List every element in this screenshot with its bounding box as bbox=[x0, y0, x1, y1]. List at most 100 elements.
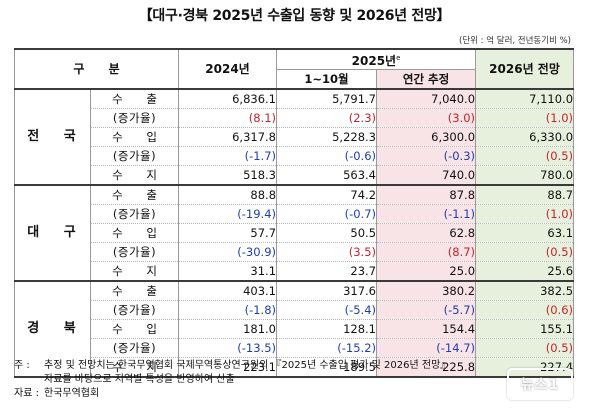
header-2024: 2024년 bbox=[178, 48, 278, 89]
row-label: 수 출 bbox=[89, 184, 180, 205]
cell-2024: (-1.7) bbox=[178, 146, 278, 166]
cell-2024: (-30.9) bbox=[178, 242, 278, 262]
unit-note: (단위 : 억 달러, 전년동기비 %) bbox=[459, 36, 571, 46]
table-row: (증가율) (-1.8) (-5.4) (-5.7) (0.6) bbox=[15, 300, 575, 320]
cell-2024: 6,317.8 bbox=[178, 127, 278, 147]
cell-2024: (-19.4) bbox=[178, 204, 278, 224]
cell-2025-annual-est: 740.0 bbox=[376, 165, 477, 185]
table-row: 수 지 223.1 189.5 225.8 227.4 bbox=[15, 357, 575, 378]
row-label: (증가율) bbox=[89, 204, 180, 224]
row-label: 수 입 bbox=[89, 223, 180, 243]
cell-2026-forecast: 382.5 bbox=[475, 280, 575, 301]
cell-2025-jan-oct: 74.2 bbox=[276, 184, 378, 205]
row-label: 수 지 bbox=[89, 357, 180, 378]
cell-2026-forecast: 88.7 bbox=[475, 184, 575, 205]
cell-2025-jan-oct: 50.5 bbox=[276, 223, 378, 243]
cell-2025-annual-est: (-0.3) bbox=[376, 146, 477, 166]
region-label: 전 국 bbox=[14, 88, 91, 185]
table-row: (증가율) (-30.9) (3.5) (8.7) (0.5) bbox=[15, 242, 575, 262]
cell-2025-annual-est: 87.8 bbox=[376, 184, 477, 205]
cell-2025-annual-est: 380.2 bbox=[376, 280, 477, 301]
cell-2024: 57.7 bbox=[178, 223, 278, 243]
cell-2026-forecast: (0.5) bbox=[475, 338, 575, 358]
header-category: 구 분 bbox=[13, 48, 180, 89]
cell-2025-annual-est: 7,040.0 bbox=[376, 88, 477, 109]
row-label: 수 출 bbox=[89, 280, 180, 301]
cell-2025-jan-oct: 5,791.7 bbox=[276, 88, 378, 109]
news1-logo-icon: 뉴스1 bbox=[507, 368, 573, 400]
row-label: (증가율) bbox=[89, 338, 180, 358]
footnote-note: 주 : 추정 및 전망치는 한국무역협회 국제무역통상연구원의 『2025년 수… bbox=[14, 359, 584, 373]
cell-2025-annual-est: 62.8 bbox=[376, 223, 477, 243]
row-label: 수 출 bbox=[89, 88, 180, 109]
region-label: 경 북 bbox=[14, 280, 91, 378]
cell-2025-annual-est: (8.7) bbox=[376, 242, 477, 262]
cell-2026-forecast: (1.0) bbox=[475, 204, 575, 224]
cell-2025-jan-oct: 563.4 bbox=[276, 165, 378, 185]
cell-2024: (8.1) bbox=[178, 108, 278, 128]
cell-2026-forecast: 63.1 bbox=[475, 223, 575, 243]
table-row: 수 지 31.1 23.7 25.0 25.6 bbox=[15, 261, 575, 281]
footnotes: 주 : 추정 및 전망치는 한국무역협회 국제무역통상연구원의 『2025년 수… bbox=[14, 359, 584, 401]
footnote-source-key: 자료 : bbox=[14, 388, 39, 399]
cell-2024: 518.3 bbox=[178, 165, 278, 185]
table-row: (증가율) (-13.5) (-15.2) (-14.7) (0.5) bbox=[15, 338, 575, 358]
cell-2026-forecast: 780.0 bbox=[475, 165, 575, 185]
row-label: 수 입 bbox=[89, 127, 180, 147]
cell-2025-jan-oct: 189.5 bbox=[276, 357, 378, 378]
cell-2025-jan-oct: (3.5) bbox=[276, 242, 378, 262]
row-label: 수 지 bbox=[89, 165, 180, 185]
cell-2026-forecast: (0.5) bbox=[475, 242, 575, 262]
table-row: 수 입 57.7 50.5 62.8 63.1 bbox=[15, 223, 575, 243]
cell-2026-forecast: 25.6 bbox=[475, 261, 575, 281]
cell-2024: 181.0 bbox=[178, 319, 278, 339]
footnote-note-line1: 추정 및 전망치는 한국무역협회 국제무역통상연구원의 『2025년 수출입 평… bbox=[44, 360, 451, 371]
cell-2025-annual-est: 6,300.0 bbox=[376, 127, 477, 147]
cell-2025-annual-est: 225.8 bbox=[376, 357, 477, 378]
cell-2024: 31.1 bbox=[178, 261, 278, 281]
header-2025: 2025년e bbox=[276, 48, 477, 70]
footnote-source-text: 한국무역협회 bbox=[44, 388, 100, 399]
table-row: 수 입 6,317.8 5,228.3 6,300.0 6,330.0 bbox=[15, 127, 575, 147]
header-annual-estimate: 연간 추정 bbox=[376, 69, 477, 89]
cell-2025-annual-est: 154.4 bbox=[376, 319, 477, 339]
header-2025-label: 2025년 bbox=[351, 54, 397, 68]
watermark-text: 뉴스1 bbox=[520, 377, 560, 393]
cell-2026-forecast: (0.6) bbox=[475, 300, 575, 320]
cell-2024: 403.1 bbox=[178, 280, 278, 301]
cell-2025-jan-oct: (-5.4) bbox=[276, 300, 378, 320]
cell-2025-jan-oct: (-15.2) bbox=[276, 338, 378, 358]
cell-2025-jan-oct: (-0.7) bbox=[276, 204, 378, 224]
footnote-note-key: 주 : bbox=[14, 360, 30, 371]
cell-2025-annual-est: (3.0) bbox=[376, 108, 477, 128]
table-row: (증가율) (-19.4) (-0.7) (-1.1) (1.0) bbox=[15, 204, 575, 224]
cell-2025-jan-oct: 23.7 bbox=[276, 261, 378, 281]
cell-2026-forecast: 227.4 bbox=[475, 357, 575, 378]
cell-2025-jan-oct: (2.3) bbox=[276, 108, 378, 128]
cell-2026-forecast: 155.1 bbox=[475, 319, 575, 339]
cell-2026-forecast: (0.5) bbox=[475, 146, 575, 166]
header-2025-estimate-mark: e bbox=[396, 54, 401, 62]
cell-2025-jan-oct: 5,228.3 bbox=[276, 127, 378, 147]
cell-2025-jan-oct: 317.6 bbox=[276, 280, 378, 301]
cell-2025-jan-oct: 128.1 bbox=[276, 319, 378, 339]
cell-2026-forecast: (1.0) bbox=[475, 108, 575, 128]
cell-2025-annual-est: (-1.1) bbox=[376, 204, 477, 224]
cell-2026-forecast: 7,110.0 bbox=[475, 88, 575, 109]
cell-2025-annual-est: (-5.7) bbox=[376, 300, 477, 320]
footnote-note-cont: 자료를 바탕으로 지역별 특성을 반영하여 산출 bbox=[14, 373, 584, 387]
footnote-note-line2: 자료를 바탕으로 지역별 특성을 반영하여 산출 bbox=[44, 374, 235, 385]
cell-2024: 6,836.1 bbox=[178, 88, 278, 109]
row-label: (증가율) bbox=[89, 108, 180, 128]
row-label: (증가율) bbox=[89, 146, 180, 166]
header-2026-forecast: 2026년 전망 bbox=[475, 48, 575, 89]
row-label: (증가율) bbox=[89, 300, 180, 320]
table-row: (증가율) (8.1) (2.3) (3.0) (1.0) bbox=[15, 108, 575, 128]
cell-2024: (-1.8) bbox=[178, 300, 278, 320]
header-jan-oct: 1~10월 bbox=[276, 69, 378, 89]
table-row: (증가율) (-1.7) (-0.6) (-0.3) (0.5) bbox=[15, 146, 575, 166]
cell-2025-annual-est: (-14.7) bbox=[376, 338, 477, 358]
